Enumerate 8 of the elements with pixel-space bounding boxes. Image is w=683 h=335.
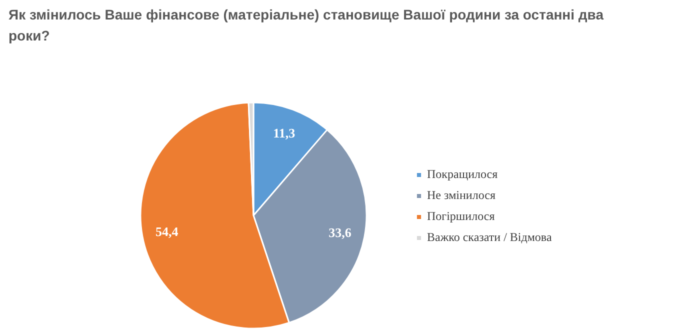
legend-label: Покращилося: [427, 167, 498, 182]
data-label: 33,6: [328, 225, 352, 240]
legend-label: Не змінилося: [427, 188, 496, 203]
legend-label: Важко сказати / Відмова: [427, 230, 552, 245]
chart-title: Як змінилось Ваше фінансове (матеріальне) становище Вашої родини за останні два роки?: [8, 6, 604, 44]
data-label: 54,4: [155, 224, 179, 239]
data-label: 11,3: [273, 125, 296, 140]
legend-label: Погіршилося: [427, 209, 495, 224]
